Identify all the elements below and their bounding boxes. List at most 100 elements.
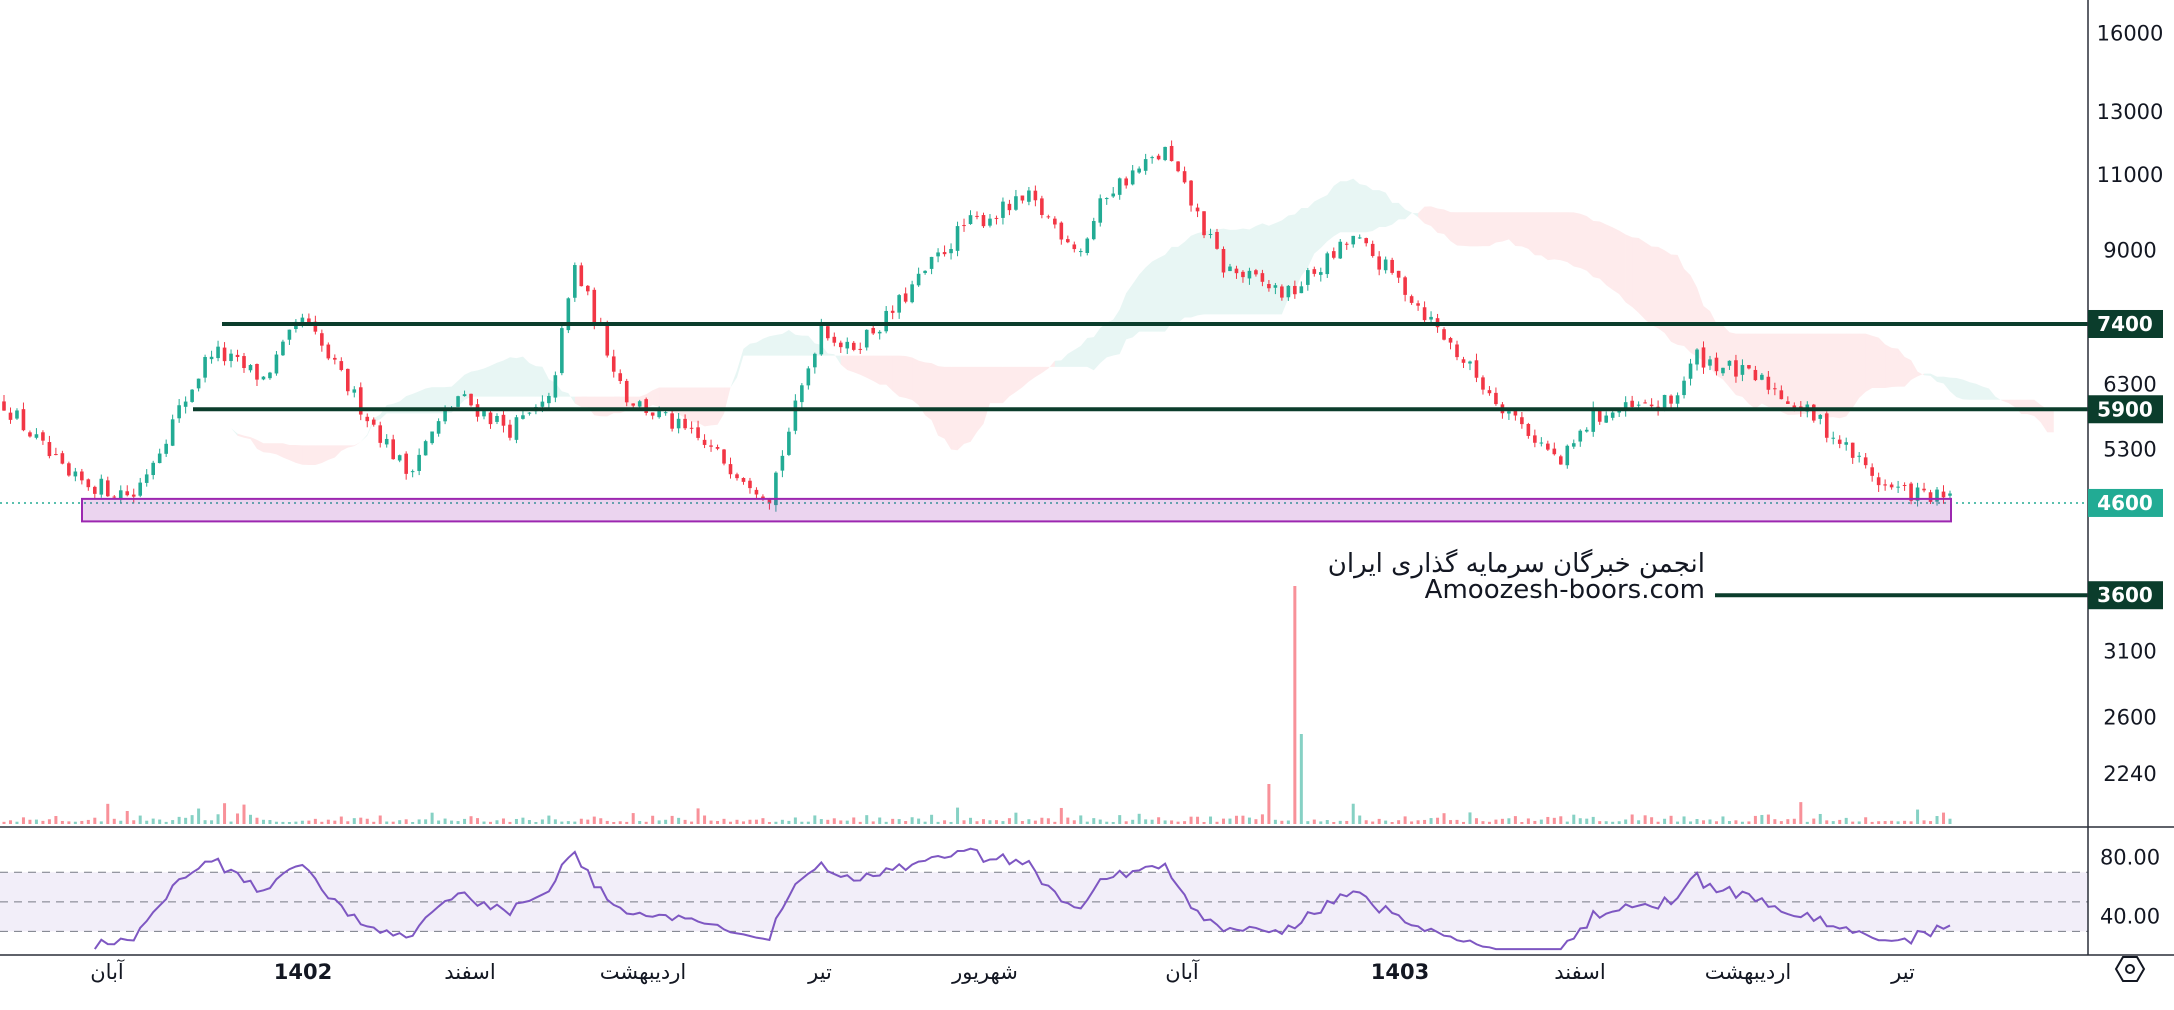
volume-bar	[1332, 821, 1336, 824]
horizontal-levels[interactable]	[0, 321, 2088, 598]
volume-bar	[1682, 816, 1686, 824]
cloud-segment	[1521, 212, 1529, 249]
candle-body	[650, 412, 655, 416]
volume-bar	[1176, 821, 1180, 824]
candle-body	[1078, 251, 1083, 253]
candle-body	[144, 474, 149, 483]
volume-bar	[1377, 818, 1381, 824]
candle-body	[975, 215, 979, 217]
volume-bar	[300, 820, 304, 824]
volume-bar	[845, 820, 849, 824]
candle-body	[1682, 380, 1686, 396]
level-tag-5900	[2088, 395, 2163, 424]
candle-body	[1033, 190, 1038, 201]
cloud-segment	[1567, 212, 1574, 267]
candle-body	[1046, 216, 1051, 218]
cloud-segment	[594, 396, 601, 417]
cloud-segment	[853, 355, 861, 375]
volume-bar	[1624, 819, 1628, 824]
candle-body	[443, 410, 447, 422]
cloud-segment	[1353, 178, 1360, 233]
candle-body	[1896, 486, 1900, 488]
cloud-segment	[704, 387, 712, 427]
time-axis-label: آبان	[90, 959, 125, 984]
cloud-segment	[1671, 254, 1678, 345]
volume-bars	[2, 586, 1952, 824]
candle-body	[209, 356, 214, 360]
candle-body	[1857, 455, 1861, 457]
candle-body	[955, 226, 960, 251]
cloud-segment	[1800, 333, 1808, 415]
volume-bar	[514, 818, 518, 824]
candle-body	[1559, 456, 1563, 465]
cloud-segment	[873, 355, 880, 385]
candle-body	[1889, 484, 1894, 488]
cloud-segment	[685, 387, 692, 422]
cloud-segment	[1359, 184, 1367, 233]
cloud-segment	[574, 396, 582, 408]
cloud-segment	[977, 366, 984, 432]
candle-body	[1818, 414, 1823, 419]
candle-body	[2, 401, 6, 411]
support-zone[interactable]	[81, 497, 1952, 523]
cloud-segment	[244, 435, 251, 440]
volume-bar	[320, 821, 324, 824]
candle-body	[1507, 411, 1511, 414]
axes: 16000 13000 11000 9000 6300 5300 3100 2600 2240 8…	[0, 0, 2174, 984]
volume-bar	[294, 821, 298, 824]
cloud-segment	[282, 443, 290, 461]
candle-body	[1364, 238, 1368, 244]
candle-body	[28, 432, 32, 437]
candle-body	[1202, 211, 1206, 236]
candle-body	[1416, 303, 1420, 306]
volume-bar	[274, 821, 278, 824]
volume-bar	[1170, 820, 1174, 824]
volume-bar	[1909, 821, 1913, 824]
candle-body	[929, 256, 934, 269]
cloud-segment	[1346, 178, 1354, 233]
volume-bar	[605, 820, 609, 824]
volume-bar	[67, 821, 71, 824]
cloud-segment	[678, 387, 686, 418]
volume-bar	[1838, 819, 1842, 824]
settings-hexagon-icon[interactable]	[2114, 956, 2146, 982]
candle-body	[851, 342, 856, 350]
candle-body	[60, 453, 65, 464]
cloud-segment	[1534, 212, 1542, 256]
cloud-segment	[970, 366, 977, 442]
volume-bar	[1734, 820, 1738, 824]
cloud-segment	[1664, 250, 1672, 342]
price-tick-label: 5300	[2103, 438, 2156, 462]
candle-body	[1448, 338, 1453, 343]
candle-body	[832, 336, 837, 343]
volume-bar	[566, 821, 570, 824]
candle-body	[229, 353, 233, 362]
volume-bar	[210, 820, 214, 824]
cloud-segment	[756, 338, 763, 356]
candle-body	[508, 424, 512, 438]
volume-bar	[1436, 817, 1440, 824]
candle-body	[1176, 161, 1180, 172]
time-axis-label: آبان	[1165, 959, 1200, 984]
cloud-segment	[1606, 224, 1613, 290]
candle-body	[1455, 344, 1459, 358]
candle-body	[1143, 159, 1148, 171]
volume-bar	[625, 821, 629, 824]
volume-bar	[904, 821, 908, 824]
candle-body	[962, 225, 966, 227]
price-tick-label: 2600	[2103, 706, 2156, 730]
candle-body	[1117, 178, 1122, 195]
volume-bar	[1247, 817, 1251, 824]
volume-bar	[527, 820, 531, 824]
cloud-segment	[289, 445, 296, 463]
support-zone-rect[interactable]	[81, 497, 1952, 523]
candle-body	[1779, 390, 1784, 400]
cloud-segment	[827, 353, 835, 356]
candle-body	[67, 463, 71, 476]
cloud-segment	[1859, 333, 1866, 398]
candle-body	[1409, 296, 1414, 303]
candle-body	[1578, 430, 1583, 442]
volume-bar	[203, 820, 207, 824]
volume-bar	[1721, 816, 1725, 824]
